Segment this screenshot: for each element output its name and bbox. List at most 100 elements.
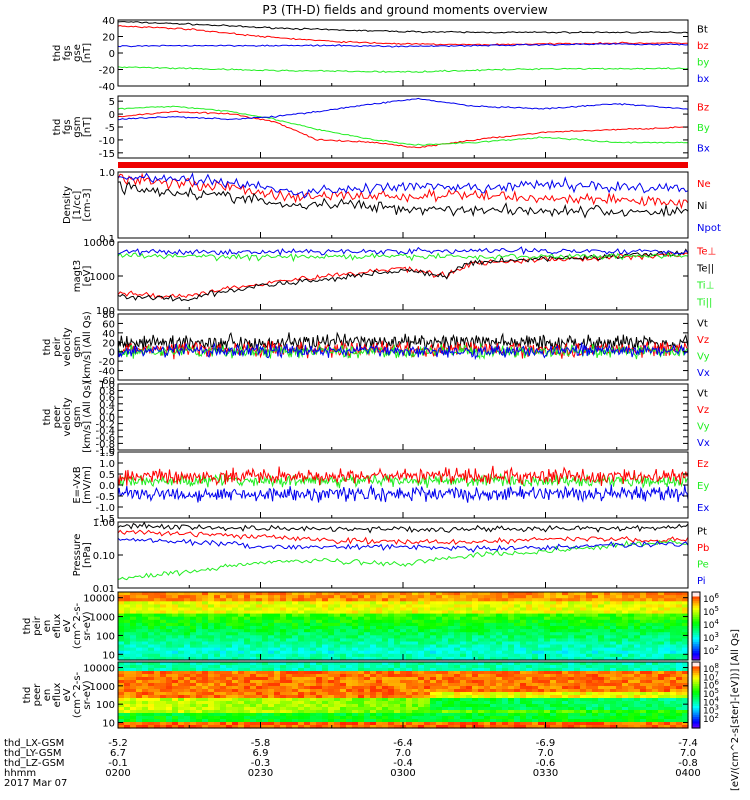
- spectrogram-cell: [508, 653, 515, 658]
- spectrogram-cell: [298, 632, 305, 636]
- spectrogram-cell: [604, 683, 611, 687]
- spectrogram-cell: [562, 653, 569, 658]
- spectrogram-cell: [388, 604, 395, 609]
- spectrogram-cell: [556, 629, 563, 633]
- spectrogram-cell: [376, 629, 383, 633]
- spectrogram-cell: [640, 674, 647, 678]
- spectrogram-cell: [514, 653, 521, 658]
- spectrogram-cell: [556, 665, 563, 669]
- spectrogram-cell: [298, 686, 305, 690]
- spectrogram-cell: [568, 629, 575, 633]
- spectrogram-cell: [430, 635, 437, 639]
- spectrogram-cell: [544, 632, 551, 636]
- spectrogram-cell: [130, 610, 137, 615]
- spectrogram-cell: [250, 722, 257, 726]
- spectrogram-cell: [124, 626, 131, 630]
- spectrogram-cell: [148, 677, 155, 681]
- spectrogram-cell: [226, 677, 233, 681]
- spectrogram-cell: [514, 638, 521, 643]
- spectrogram-cell: [196, 629, 203, 633]
- spectrogram-cell: [322, 601, 329, 605]
- spectrogram-cell: [454, 680, 461, 684]
- spectrogram-cell: [586, 692, 593, 696]
- spectrogram-cell: [382, 695, 389, 699]
- spectrogram-cell: [286, 686, 293, 690]
- spectrogram-cell: [508, 626, 515, 630]
- spectrogram-cell: [430, 647, 437, 652]
- spectrogram-cell: [514, 626, 521, 630]
- spectrogram-cell: [250, 686, 257, 690]
- spectrogram-cell: [304, 656, 311, 661]
- spectrogram-cell: [634, 662, 641, 666]
- spectrogram-cell: [178, 716, 185, 720]
- spectrogram-cell: [226, 686, 233, 690]
- spectrogram-cell: [634, 713, 641, 717]
- legend-item: bz: [697, 41, 709, 52]
- spectrogram-cell: [484, 641, 491, 646]
- spectrogram-cell: [232, 647, 239, 652]
- spectrogram-cell: [358, 677, 365, 681]
- spectrogram-cell: [676, 610, 683, 615]
- spectrogram-cell: [580, 686, 587, 690]
- spectrogram-cell: [226, 653, 233, 658]
- spectrogram-cell: [124, 674, 131, 678]
- spectrogram-cell: [538, 626, 545, 630]
- spectrogram-cell: [400, 619, 407, 624]
- spectrogram-cell: [190, 644, 197, 649]
- spectrogram-cell: [406, 692, 413, 696]
- spectrogram-cell: [424, 653, 431, 658]
- spectrogram-cell: [274, 719, 281, 723]
- spectrogram-cell: [460, 592, 467, 596]
- spectrogram-cell: [460, 701, 467, 705]
- spectrogram-cell: [310, 656, 317, 661]
- spectrogram-cell: [634, 607, 641, 612]
- spectrogram-cell: [412, 710, 419, 714]
- spectrogram-cell: [664, 607, 671, 612]
- spectrogram-cell: [394, 725, 401, 729]
- spectrogram-cell: [232, 665, 239, 669]
- spectrogram-cell: [316, 686, 323, 690]
- spectrogram-cell: [538, 683, 545, 687]
- colorbar-tick-label: 104: [703, 695, 719, 708]
- spectrogram-cell: [172, 716, 179, 720]
- spectrogram-cell: [256, 668, 263, 672]
- spectrogram-cell: [574, 598, 581, 602]
- spectrogram-cell: [214, 677, 221, 681]
- spectrogram-cell: [172, 704, 179, 708]
- colorbar-segment: [692, 695, 700, 698]
- spectrogram-cell: [574, 665, 581, 669]
- spectrogram-cell: [502, 665, 509, 669]
- spectrogram-cell: [400, 592, 407, 596]
- spectrogram-cell: [436, 686, 443, 690]
- spectrogram-cell: [628, 598, 635, 602]
- spectrogram-cell: [580, 725, 587, 729]
- y-tick-label: -0.2: [95, 420, 115, 431]
- spectrogram-cell: [358, 619, 365, 624]
- spectrogram-cell: [244, 601, 251, 605]
- spectrogram-cell: [592, 725, 599, 729]
- spectrogram-cell: [208, 616, 215, 621]
- spectrogram-cell: [664, 656, 671, 661]
- spectrogram-cell: [394, 604, 401, 609]
- spectrogram-cell: [196, 598, 203, 602]
- spectrogram-cell: [424, 635, 431, 639]
- y-axis-label-line: [cm-3]: [82, 188, 93, 221]
- spectrogram-cell: [268, 725, 275, 729]
- spectrogram-cell: [634, 647, 641, 652]
- spectrogram-cell: [544, 710, 551, 714]
- spectrogram-cell: [502, 725, 509, 729]
- spectrogram-cell: [490, 601, 497, 605]
- spectrogram-cell: [472, 701, 479, 705]
- spectrogram-cell: [316, 668, 323, 672]
- spectrogram-cell: [166, 725, 173, 729]
- y-axis-label-line: peer: [52, 405, 63, 429]
- spectrogram-cell: [550, 629, 557, 633]
- spectrogram-cell: [406, 650, 413, 655]
- spectrogram-cell: [340, 622, 347, 627]
- spectrogram-cell: [376, 686, 383, 690]
- spectrogram-cell: [310, 635, 317, 639]
- spectrogram-cell: [574, 619, 581, 624]
- spectrogram-cell: [616, 632, 623, 636]
- spectrogram-cell: [262, 677, 269, 681]
- spectrogram-cell: [154, 595, 161, 599]
